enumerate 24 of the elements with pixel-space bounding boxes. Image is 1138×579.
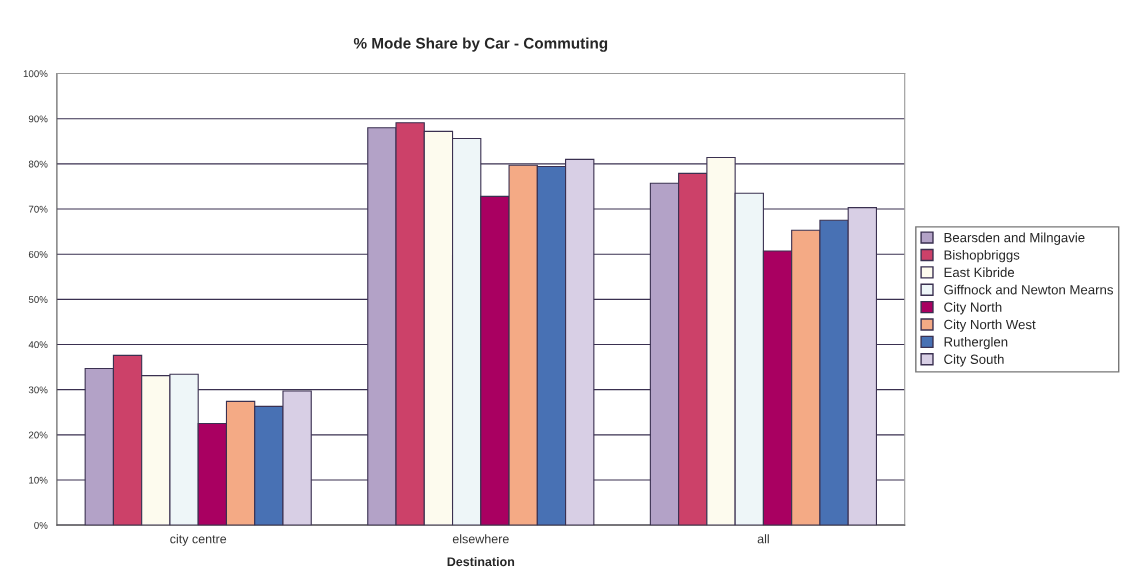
y-tick-label: 90% [28,115,48,123]
x-tick-label: elsewhere [452,534,509,544]
y-tick-label: 60% [28,250,48,258]
y-tick-label: 20% [28,431,48,439]
legend-label: City North [944,302,1002,315]
x-tick-label: city centre [170,534,227,546]
y-tick-label: 50% [28,296,48,303]
legend-label: Bearsden and Milngavie [944,232,1085,245]
legend-label: East Kibride [944,267,1015,278]
legend-label: Rutherglen [944,336,1008,350]
x-axis-title: Destination [447,556,515,567]
x-tick-label: all [757,534,769,544]
y-tick-label: 0% [34,521,48,529]
y-tick-label: 70% [28,205,48,213]
y-tick-label: 80% [28,160,48,168]
legend-label: Bishopbriggs [944,249,1020,263]
chart-title: % Mode Share by Car - Commuting [353,37,608,52]
legend-label: Giffnock and Newton Mearns [944,284,1113,295]
legend-label: City North West [944,319,1036,332]
y-tick-label: 100% [23,70,48,78]
legend-label: City South [944,354,1004,367]
y-tick-label: 10% [29,476,48,484]
y-tick-label: 30% [28,386,48,394]
y-tick-label: 40% [28,341,48,349]
